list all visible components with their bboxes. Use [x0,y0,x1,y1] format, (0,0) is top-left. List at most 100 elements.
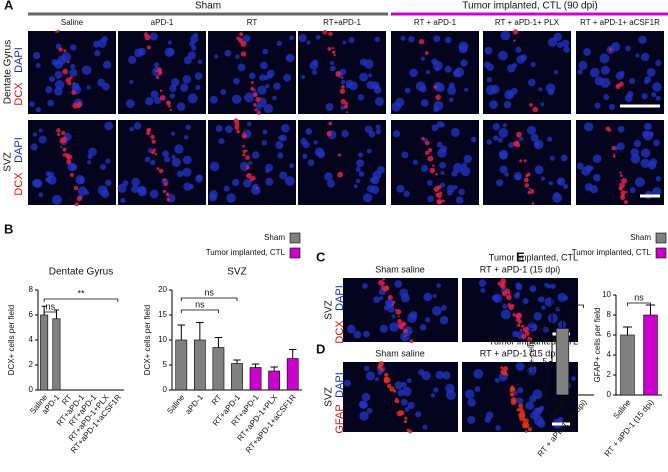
stain-spot [522,422,527,427]
nucleus [400,398,408,406]
nucleus [379,324,388,333]
nucleus [47,171,55,179]
nucleus [182,75,192,84]
significance-label: * [571,294,575,304]
nucleus [260,61,268,70]
stain-spot [419,39,425,45]
nucleus [183,56,192,65]
nucleus [455,196,464,204]
stain-spot [527,427,533,432]
nucleus [243,179,252,188]
nucleus [421,371,431,381]
nucleus [122,180,129,187]
nucleus [348,36,355,44]
stain-spot [331,50,336,54]
nucleus [137,187,147,197]
stain-spot [66,159,72,165]
nucleus [257,85,267,95]
nucleus [368,73,373,78]
nucleus [368,130,376,138]
nucleus [277,152,284,159]
nucleus [534,165,544,175]
nucleus [540,102,545,107]
nucleus [176,170,184,178]
stain-spot [66,154,73,161]
nucleus [38,135,47,144]
stain-spot [337,153,341,157]
nucleus [496,179,504,187]
nucleus [285,176,295,186]
nucleus [263,104,274,114]
nucleus [555,306,561,312]
stain-spot [529,103,533,107]
stain-label: DCX [13,172,25,196]
stain-spot [429,167,436,174]
nucleus [265,169,270,174]
nucleus [273,82,281,90]
nucleus [503,100,512,109]
stain-spot [147,45,151,50]
stain-spot [619,171,622,174]
stain-spot [157,67,163,73]
nucleus [538,87,543,92]
nucleus [261,140,268,146]
stain-spot [62,147,67,152]
nucleus [431,124,439,132]
y-axis-label: GFAP+ cells per field [593,308,602,383]
nucleus [583,48,592,56]
stain-spot [156,167,160,170]
nucleus [29,101,35,107]
nucleus [355,166,361,172]
nucleus [182,167,192,177]
nucleus [629,187,636,194]
nucleus [542,326,549,333]
legend-label: Sham [630,233,651,242]
nucleus [430,393,436,398]
nucleus [359,411,369,421]
stain-spot [254,108,258,112]
nucleus [652,187,662,197]
legend-label: Tumor implanted, CTL [206,248,286,257]
stain-spot [500,366,504,370]
stain-spot [384,372,389,378]
nucleus [599,53,610,64]
y-tick-label: 4 [607,350,612,359]
nucleus [246,121,252,127]
nucleus [394,280,403,288]
nucleus [329,60,335,66]
nucleus [480,288,486,294]
stain-spot [518,403,524,409]
nucleus [563,46,570,53]
nucleus [589,67,600,78]
nucleus [530,133,539,142]
nucleus [624,94,633,103]
nucleus [447,86,457,95]
stain-spot [253,103,257,107]
nucleus [357,94,365,101]
nucleus [437,148,447,158]
nucleus [502,303,508,310]
nucleus [445,390,456,400]
nucleus [646,67,656,77]
nucleus [131,177,141,187]
nucleus [490,84,500,94]
stain-spot [341,76,344,79]
stain-spot [433,85,437,89]
stain-spot [432,164,435,167]
nucleus [306,40,311,45]
nucleus [435,370,444,380]
stain-spot [528,187,531,190]
nucleus [224,49,232,57]
stain-spot [150,149,156,155]
stain-spot [245,165,250,170]
nucleus [153,96,162,105]
nucleus [404,87,411,94]
nucleus [491,294,499,302]
nucleus [397,389,405,397]
nucleus [465,389,475,399]
y-tick-label: 10 [538,323,547,332]
nucleus [167,40,172,45]
stain-spot [625,190,628,194]
nucleus [651,92,657,98]
stain-spot [331,46,334,50]
